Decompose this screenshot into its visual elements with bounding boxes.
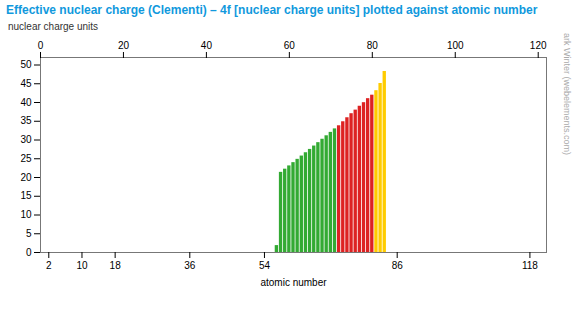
svg-text:50: 50 xyxy=(20,59,32,70)
svg-text:© Mark Winter (webelements.com: © Mark Winter (webelements.com) xyxy=(562,33,572,155)
svg-text:40: 40 xyxy=(20,97,32,108)
svg-text:35: 35 xyxy=(20,115,32,126)
svg-text:40: 40 xyxy=(201,40,213,51)
svg-text:atomic number: atomic number xyxy=(260,277,327,288)
html-text:Effective nuclear charge (Clem: Effective nuclear charge (Clementi) – 4f… xyxy=(6,3,538,17)
svg-text:54: 54 xyxy=(259,260,271,271)
svg-text:10: 10 xyxy=(76,260,88,271)
svg-text:5: 5 xyxy=(26,228,32,239)
svg-text:80: 80 xyxy=(367,40,379,51)
svg-text:0: 0 xyxy=(38,40,44,51)
svg-text:0: 0 xyxy=(26,247,32,258)
svg-text:20: 20 xyxy=(118,40,130,51)
svg-text:20: 20 xyxy=(20,172,32,183)
svg-text:30: 30 xyxy=(20,134,32,145)
svg-text:2: 2 xyxy=(46,260,52,271)
svg-text:120: 120 xyxy=(530,40,547,51)
svg-text:45: 45 xyxy=(20,78,32,89)
svg-text:118: 118 xyxy=(522,260,538,271)
svg-text:18: 18 xyxy=(110,260,122,271)
svg-text:86: 86 xyxy=(392,260,404,271)
html-text:nuclear charge units: nuclear charge units xyxy=(8,21,99,32)
svg-text:10: 10 xyxy=(20,209,32,220)
svg-text:60: 60 xyxy=(284,40,296,51)
svg-text:36: 36 xyxy=(184,260,196,271)
svg-text:15: 15 xyxy=(20,190,32,201)
svg-text:25: 25 xyxy=(20,153,32,164)
svg-text:100: 100 xyxy=(447,40,464,51)
